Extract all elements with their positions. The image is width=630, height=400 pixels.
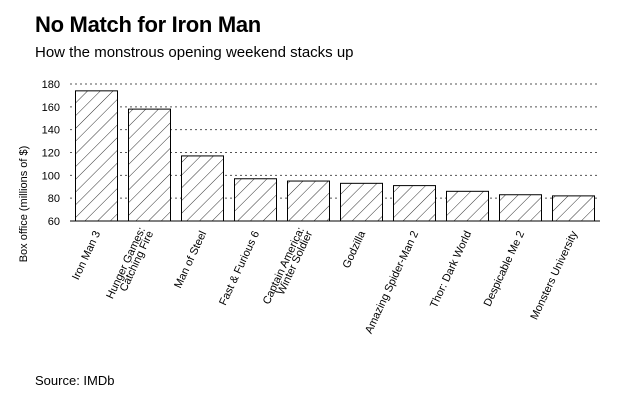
y-tick-label: 100 (42, 170, 60, 182)
bar (393, 185, 436, 222)
bar (340, 182, 383, 222)
x-tick-label: Fast & Furious 6 (217, 229, 262, 307)
bar (287, 180, 330, 222)
y-tick-label: 160 (42, 102, 60, 114)
bar (234, 178, 277, 222)
y-tick-label: 180 (42, 79, 60, 91)
x-tick-label: Man of Steel (172, 229, 209, 290)
bar (75, 90, 118, 222)
y-axis-label: Box office (millions of $) (18, 146, 30, 263)
bar (181, 155, 224, 222)
bar (446, 190, 489, 222)
x-tick-label: Monsters University (529, 229, 581, 322)
chart-subtitle: How the monstrous opening weekend stacks… (35, 44, 354, 61)
x-tick-label: Captain America:Winter Soldier (261, 225, 316, 310)
x-tick-label: Despicable Me 2 (482, 229, 528, 308)
bar (128, 108, 171, 222)
y-tick-label: 80 (48, 193, 60, 205)
x-tick-label: Thor: Dark World (428, 229, 474, 310)
y-tick-label: 60 (48, 216, 60, 228)
y-axis-ticks: 60 80 100 120 140 160 180 (42, 79, 60, 228)
x-axis-labels: Iron Man 3 Hunger Games:Catching Fire Man … (70, 225, 581, 335)
bar (499, 194, 542, 222)
chart-title: No Match for Iron Man (35, 12, 261, 37)
source-note: Source: IMDb (35, 373, 115, 388)
x-tick-label: Hunger Games:Catching Fire (104, 225, 156, 304)
y-tick-label: 120 (42, 148, 60, 160)
y-tick-label: 140 (42, 125, 60, 137)
bar (552, 195, 595, 222)
bars (75, 90, 595, 222)
x-tick-label: Iron Man 3 (70, 229, 103, 282)
x-tick-label: Godzilla (341, 228, 369, 270)
x-tick-label: Amazing Spider-Man 2 (363, 229, 421, 335)
